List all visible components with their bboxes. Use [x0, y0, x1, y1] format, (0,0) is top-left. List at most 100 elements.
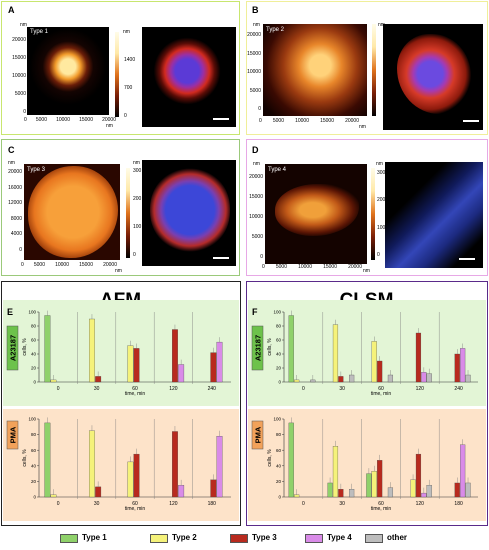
bar [465, 482, 471, 498]
afm-x-ticks: 0 5000 10000 15000 20000 [24, 117, 116, 123]
y-tick-label: 20 [31, 479, 37, 484]
chart-afm-pma: PMA cells, % 100 80 60 40 20 0 0 30 60 120 180 time, … [3, 409, 239, 521]
tick-label: 300 [133, 168, 142, 174]
y-tick-label: 40 [31, 463, 37, 468]
condition-label: A23187 [8, 335, 17, 361]
bar [338, 489, 344, 498]
bar [95, 486, 102, 498]
confocal-cell [150, 168, 230, 252]
bar [387, 374, 394, 383]
x-tick-label: 120 [416, 501, 425, 507]
bar [210, 479, 217, 498]
confocal-image [142, 27, 236, 127]
tick-label: 4000 [10, 231, 22, 238]
legend-swatch-type1 [60, 534, 78, 543]
type-label: Type 2 [266, 27, 285, 33]
tick-label: 0 [24, 117, 27, 123]
y-tick-label: 60 [276, 448, 282, 453]
tick-label: 5000 [275, 264, 287, 270]
bar [310, 379, 316, 383]
unit-label: nm [378, 22, 385, 28]
y-tick-label: 100 [273, 417, 281, 422]
chart-background [3, 409, 239, 521]
tick-label: 0 [377, 251, 380, 258]
condition-box [6, 325, 19, 371]
legend-label: Type 3 [252, 533, 277, 542]
bar [332, 324, 339, 383]
bar [415, 332, 422, 383]
condition-label: A23187 [253, 335, 262, 361]
bar [454, 353, 460, 383]
unit-label: nm [133, 160, 140, 166]
x-tick-label: 30 [339, 386, 345, 392]
bar [294, 379, 300, 383]
x-tick-label: 30 [94, 501, 100, 507]
tick-label: 20000 [345, 118, 359, 124]
bar [371, 341, 377, 383]
legend-swatch-type3 [230, 534, 248, 543]
x-tick-label: 240 [208, 386, 217, 392]
chart-clsm-pma: PMA cells, % 100 80 60 40 20 0 0 30 60 120 180 time, … [248, 409, 486, 521]
bar [387, 487, 394, 498]
bar [426, 373, 432, 383]
y-tick-label: 80 [276, 324, 282, 329]
bar [460, 444, 466, 498]
tick-label: 300 [377, 170, 386, 176]
y-tick-label: 80 [276, 432, 282, 437]
y-tick-label: 80 [31, 324, 37, 329]
tick-label: 200 [133, 196, 142, 202]
condition-box [6, 420, 19, 450]
tick-label: 15000 [79, 117, 93, 123]
tick-label: 20000 [8, 169, 22, 175]
x-tick-label: 30 [94, 386, 100, 392]
tick-label: 5000 [35, 117, 47, 123]
tick-label: 12000 [8, 200, 22, 207]
tick-label: 100 [377, 224, 386, 231]
y-tick-label: 0 [33, 495, 36, 500]
y-axis-label: cells, % [267, 338, 273, 356]
bar [89, 430, 95, 498]
colorbar-ticks: 1400 700 0 [124, 57, 135, 119]
tick-label: 0 [124, 113, 127, 119]
y-tick-label: 0 [278, 380, 281, 385]
colorbar-ticks: 300 200 100 0 [377, 170, 385, 258]
chart-background [248, 409, 486, 521]
scale-bar [463, 120, 479, 122]
y-tick-label: 40 [276, 463, 282, 468]
panel-letter: F [252, 307, 258, 317]
bar [377, 360, 383, 383]
x-axis-label: time, min [125, 391, 146, 397]
unit-label: nm [123, 29, 130, 35]
y-tick-label: 60 [31, 448, 37, 453]
bar [50, 379, 57, 383]
bar [178, 364, 185, 383]
tick-label: 5000 [272, 118, 284, 124]
type-label: Type 4 [268, 167, 287, 173]
y-tick-label: 40 [276, 352, 282, 357]
x-tick-label: 60 [132, 386, 138, 392]
legend-label: Type 2 [172, 533, 197, 542]
afm-y-ticks: 20000 15000 10000 5000 0 [4, 37, 26, 115]
tick-label: 10000 [12, 73, 26, 79]
scale-bar [213, 118, 229, 120]
tick-label: 100 [133, 224, 142, 230]
colorbar [126, 168, 130, 258]
bar [172, 431, 178, 498]
afm-y-ticks: 20000 15000 10000 5000 0 [239, 32, 261, 112]
y-tick-label: 80 [31, 432, 37, 437]
tick-label: 15000 [320, 118, 334, 124]
y-tick-label: 60 [276, 338, 282, 343]
bar [349, 374, 355, 383]
bar [332, 446, 339, 498]
x-tick-label: 0 [57, 386, 60, 392]
tick-label: 5000 [249, 87, 261, 94]
panel-a: A nm Type 1 20000 15000 10000 5000 0 0 5… [1, 1, 240, 135]
type-label: Type 3 [27, 167, 46, 173]
tick-label: 0 [23, 109, 26, 115]
condition-box [251, 325, 264, 371]
x-axis-label: time, min [371, 391, 392, 397]
legend: Type 1 Type 2 Type 3 Type 4 other [60, 532, 480, 546]
y-tick-label: 0 [33, 380, 36, 385]
tick-label: 0 [259, 118, 262, 124]
